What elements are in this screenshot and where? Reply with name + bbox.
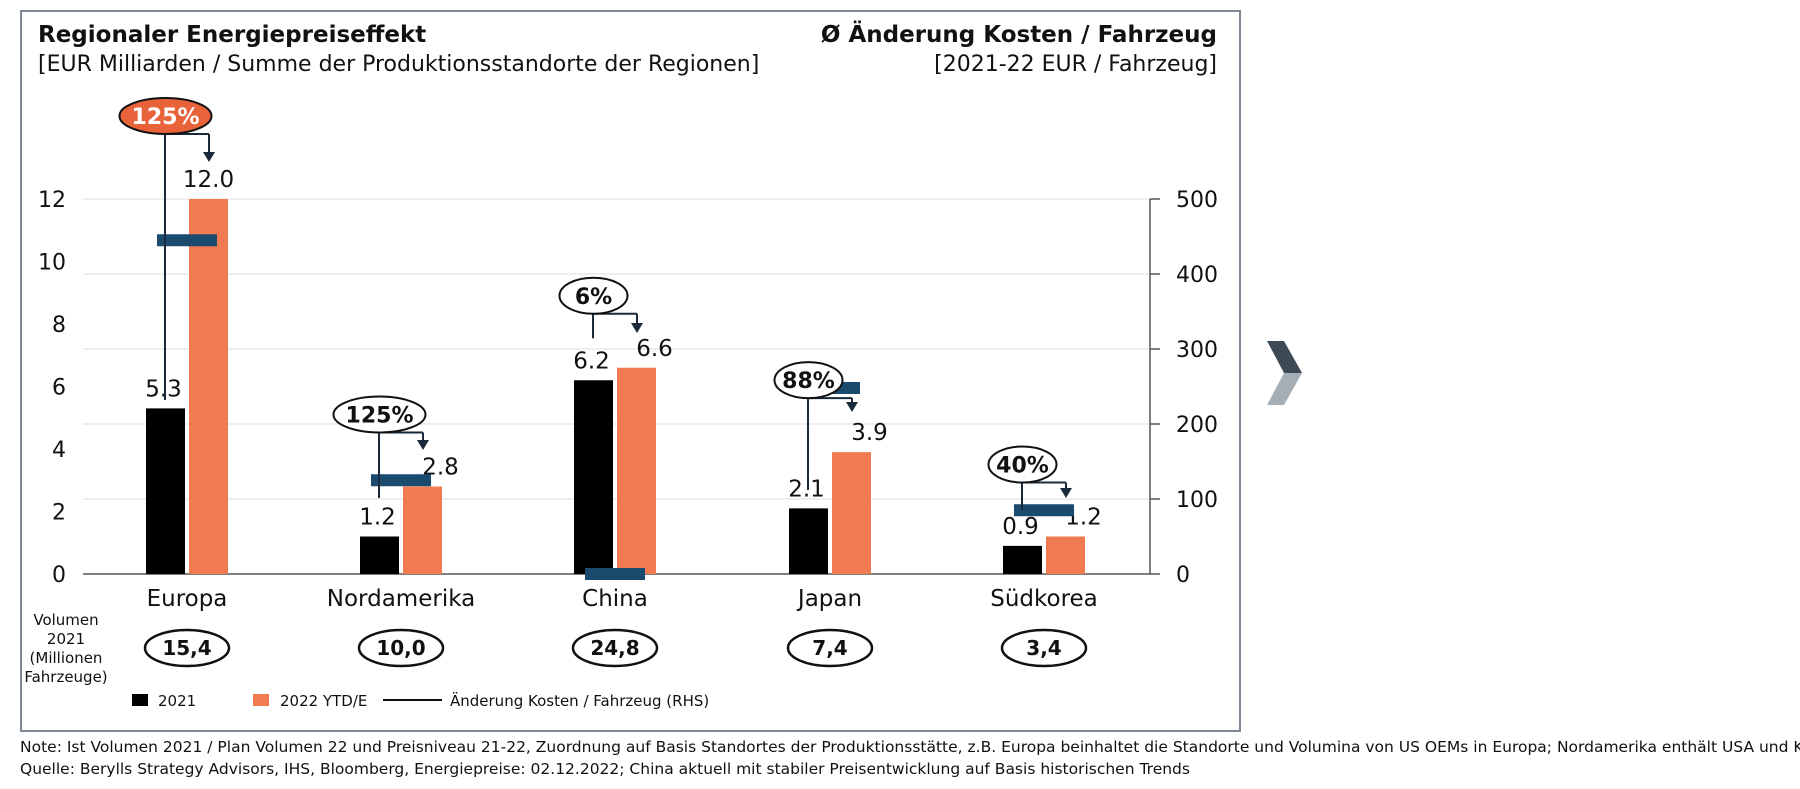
bar-2022 <box>1046 536 1085 574</box>
bar-2021 <box>1003 545 1042 574</box>
footnote-source: Quelle: Berylls Strategy Advisors, IHS, … <box>20 760 1190 778</box>
footnote-note: Note: Ist Volumen 2021 / Plan Volumen 22… <box>20 738 1800 756</box>
bar-2021 <box>146 408 185 574</box>
volume-badge <box>143 628 231 668</box>
y2-tick-label: 300 <box>1176 338 1218 363</box>
value-label-2021: 0.9 <box>1002 514 1039 540</box>
legend-swatch-2022 <box>253 694 269 706</box>
chart-subtitle: [EUR Milliarden / Summe der Produktionss… <box>38 52 759 77</box>
y2-tick-label: 0 <box>1176 563 1190 588</box>
volume-row-label: Volumen <box>33 611 98 629</box>
y-tick-label: 10 <box>38 251 66 276</box>
bar-2021 <box>574 380 613 574</box>
right-axis-title: Ø Änderung Kosten / Fahrzeug <box>821 20 1217 48</box>
right-axis-subtitle: [2021-22 EUR / Fahrzeug] <box>934 52 1217 77</box>
rhs-marker <box>1014 504 1074 517</box>
category-label: Japan <box>796 586 862 612</box>
volume-value: 24,8 <box>590 636 639 660</box>
bar-2022 <box>403 486 442 574</box>
chevron-right-icon[interactable] <box>1267 341 1302 405</box>
legend-label-2021: 2021 <box>158 692 196 710</box>
growth-badge <box>987 445 1058 484</box>
y2-tick-label: 400 <box>1176 263 1218 288</box>
growth-badge <box>773 361 844 400</box>
volume-row: 15,4 10,0 24,8 7,4 3,4 Volumen2021(MillionenF… <box>24 611 1088 686</box>
category-label: Europa <box>147 586 228 612</box>
y2-tick-label: 500 <box>1176 188 1218 213</box>
volume-badge <box>1000 628 1088 668</box>
growth-badge <box>332 395 427 434</box>
bar-2022 <box>617 367 656 574</box>
value-label-2021: 1.2 <box>359 505 396 531</box>
value-label-2022: 6.6 <box>636 336 673 362</box>
value-label-2022: 3.9 <box>851 420 888 446</box>
bar-2022 <box>189 199 228 574</box>
volume-value: 7,4 <box>812 636 847 660</box>
y-tick-label: 2 <box>52 501 66 526</box>
y-tick-label: 8 <box>52 313 66 338</box>
arrowhead-icon <box>1060 488 1072 498</box>
rhs-marker <box>585 568 645 580</box>
category-label: China <box>582 586 648 612</box>
volume-value: 3,4 <box>1026 636 1061 660</box>
gridlines <box>83 198 1150 500</box>
bar-2021 <box>360 536 399 574</box>
rhs-marker <box>157 234 217 247</box>
bar-2021 <box>789 508 828 574</box>
y2-tick-label: 100 <box>1176 488 1218 513</box>
value-label-2021: 2.1 <box>788 476 825 502</box>
volume-row-label: 2021 <box>47 630 85 648</box>
value-label-2021: 6.2 <box>573 348 610 374</box>
volume-row-label: Fahrzeuge) <box>24 668 107 686</box>
growth-label: 88% <box>782 369 835 394</box>
y-tick-label: 12 <box>38 188 66 213</box>
arrowhead-icon <box>846 402 858 412</box>
legend-swatch-2021 <box>132 694 148 706</box>
arrowhead-icon <box>631 323 643 333</box>
value-label-2022: 12.0 <box>183 167 234 193</box>
legend: 2021 2022 YTD/E Änderung Kosten / Fahrzeug… <box>132 691 709 710</box>
category-label: Nordamerika <box>327 586 475 612</box>
y-tick-label: 4 <box>52 438 66 463</box>
growth-label: 125% <box>346 404 414 429</box>
chart-title: Regionaler Energiepreiseffekt <box>38 22 426 48</box>
volume-badge <box>571 628 659 668</box>
legend-label-2022: 2022 YTD/E <box>280 692 367 710</box>
volume-value: 15,4 <box>162 636 211 660</box>
arrowhead-icon <box>417 440 429 450</box>
growth-label: 40% <box>996 454 1049 479</box>
growth-badge <box>558 276 629 315</box>
growth-badge <box>118 97 213 135</box>
category-label: Südkorea <box>990 586 1098 612</box>
rhs-marker <box>371 474 431 487</box>
value-label-2021: 5.3 <box>145 376 182 402</box>
y-tick-label: 6 <box>52 376 66 401</box>
volume-value: 10,0 <box>376 636 425 660</box>
bar-2022 <box>832 452 871 574</box>
y2-tick-label: 200 <box>1176 413 1218 438</box>
growth-label: 6% <box>575 285 612 310</box>
y-tick-label: 0 <box>52 563 66 588</box>
legend-label-rhs: Änderung Kosten / Fahrzeug (RHS) <box>450 691 709 710</box>
arrowhead-icon <box>203 152 215 162</box>
volume-row-label: (Millionen <box>30 649 103 667</box>
growth-annotations: 125% 125% 6% 88% 40% <box>118 97 1072 510</box>
volume-badge <box>786 628 874 668</box>
axes: 0 2 4 6 8 10 12 0 100 200 300 400 500 <box>38 188 1218 588</box>
volume-badge <box>357 628 445 668</box>
growth-label: 125% <box>132 105 200 130</box>
